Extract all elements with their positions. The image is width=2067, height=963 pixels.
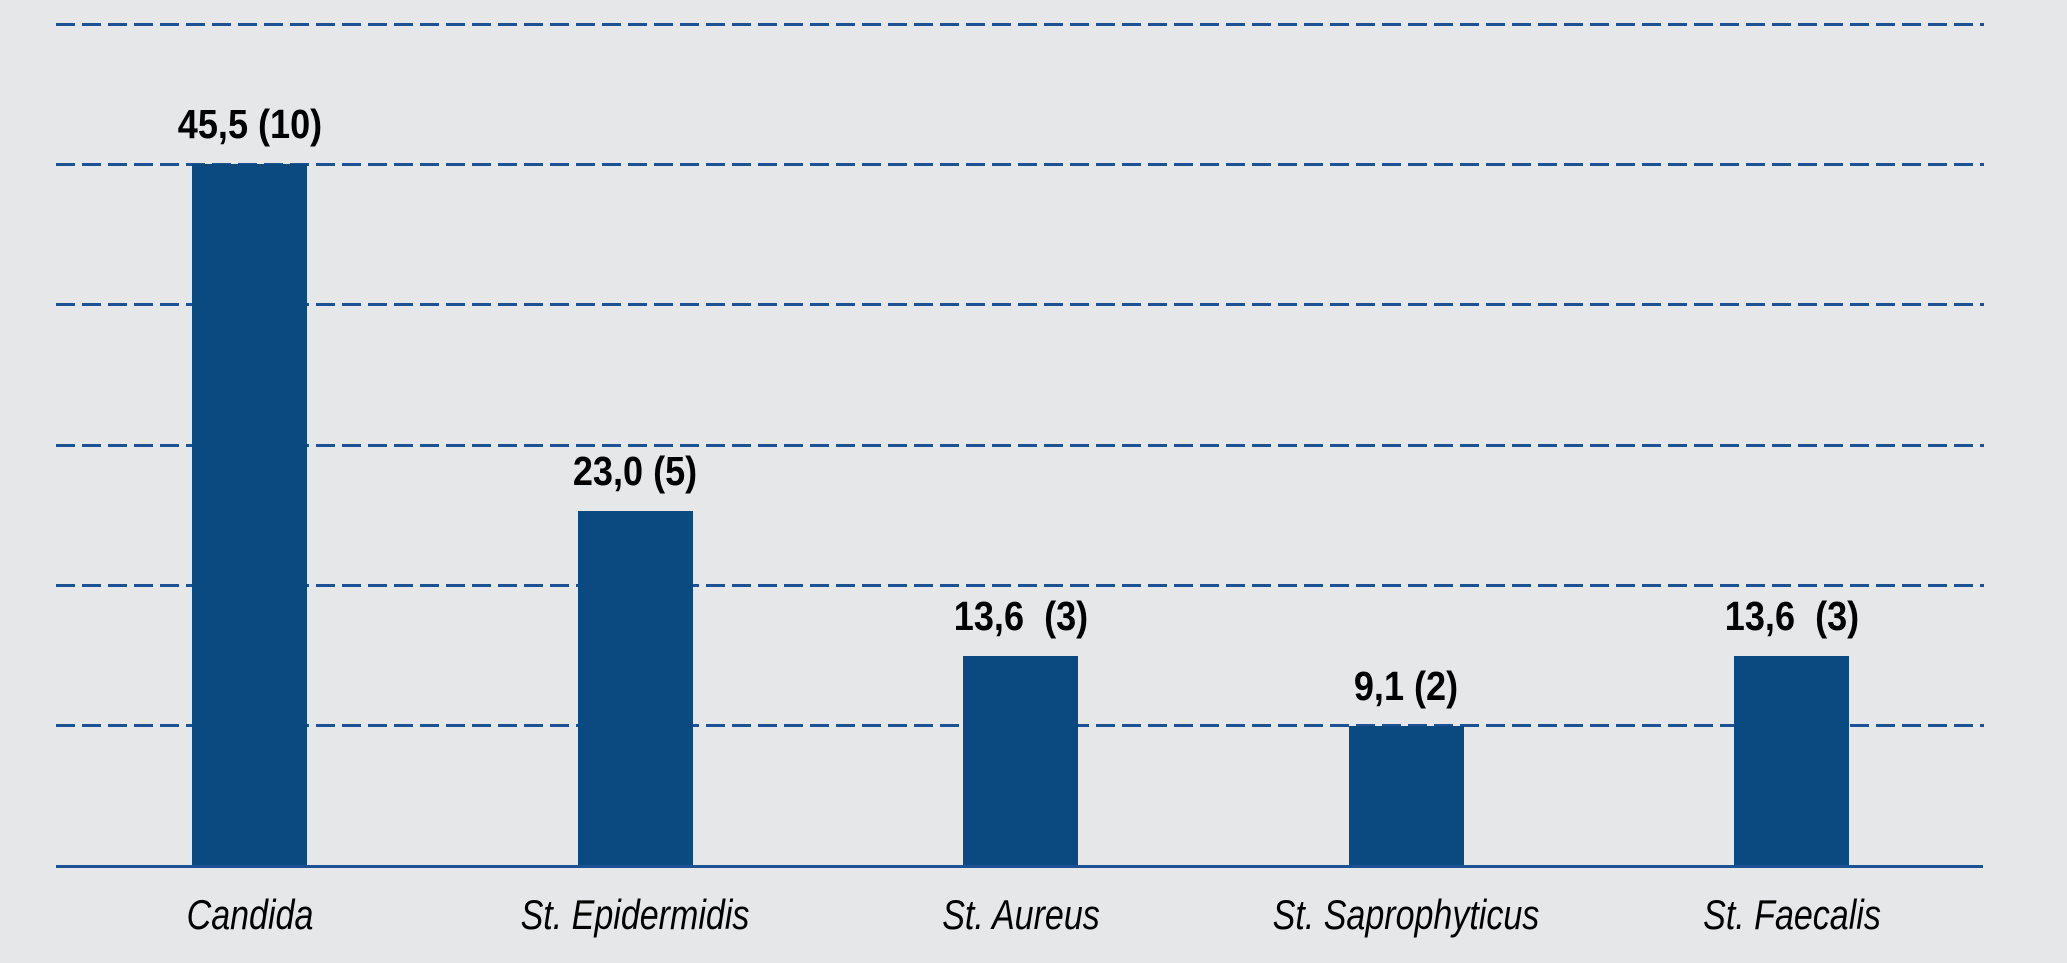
category-label-st-epidermidis: St. Epidermidis <box>520 891 750 938</box>
x-axis-line <box>56 864 1983 868</box>
category-label-st-aureus: St. Aureus <box>941 891 1100 938</box>
category-label-st-saprophyticus: St. Saprophyticus <box>1272 891 1540 938</box>
value-label-st-saprophyticus: 9,1 (2) <box>1353 662 1459 709</box>
value-label-st-aureus: 13,6 (3) <box>953 593 1088 640</box>
value-label-candida: 45,5 (10) <box>177 101 322 148</box>
bar-candida <box>192 164 307 866</box>
value-label-st-epidermidis: 23,0 (5) <box>572 448 698 495</box>
gridline <box>56 22 1984 26</box>
gridline <box>56 443 1984 447</box>
bar-st-aureus <box>963 656 1078 866</box>
value-label-st-faecalis: 13,6 (3) <box>1724 593 1859 640</box>
bar-st-faecalis <box>1734 656 1849 866</box>
bar-st-epidermidis <box>577 511 693 866</box>
gridline <box>56 162 1984 166</box>
gridline <box>56 583 1984 587</box>
bar-st-saprophyticus <box>1348 725 1464 866</box>
category-label-candida: Candida <box>186 891 313 938</box>
gridline <box>56 303 1984 307</box>
category-label-st-faecalis: St. Faecalis <box>1702 891 1881 938</box>
